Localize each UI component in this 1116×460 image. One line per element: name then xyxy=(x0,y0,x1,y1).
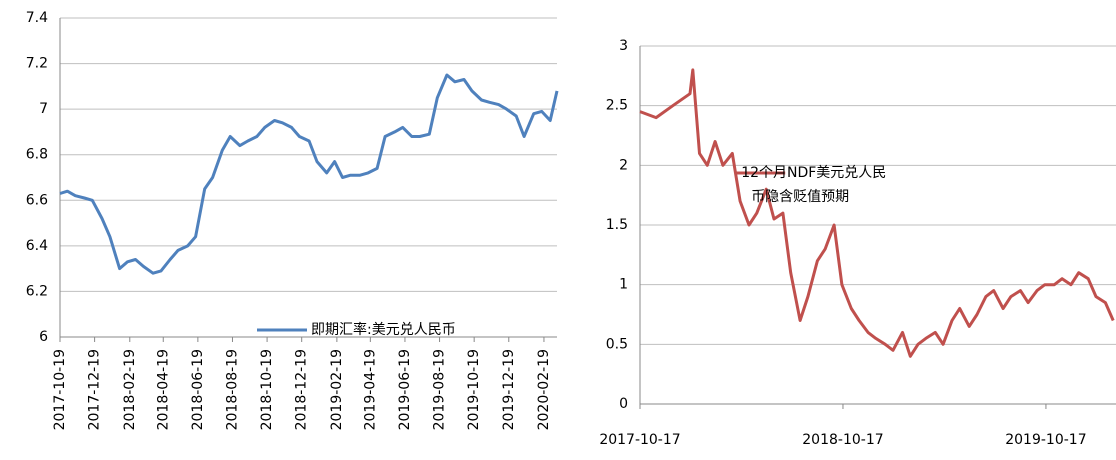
x-tick-label: 2018-08-19 xyxy=(224,349,240,430)
x-tick-label: 2018-02-19 xyxy=(122,349,138,430)
legend-line: 12个月NDF美元兑人民 xyxy=(741,165,886,181)
x-tick-label: 2019-04-19 xyxy=(362,349,378,430)
chart: 0 0.5 1 1.5 2 2.5 3 2017-10-17 2018-10-17 2019-10… xyxy=(599,38,1116,448)
y-tick-label: 7.2 xyxy=(26,56,48,72)
y-tick-label: 3 xyxy=(619,38,628,54)
x-tick-label: 2019-12-19 xyxy=(501,349,517,430)
y-tick-label: 7.4 xyxy=(26,10,48,26)
legend-label: 即期汇率:美元兑人民币 xyxy=(311,321,456,338)
x-tick-label: 2018-10-17 xyxy=(802,432,883,448)
y-tick-label: 6.8 xyxy=(26,147,48,163)
x-tick-label: 2018-06-19 xyxy=(190,349,206,430)
legend-label: 12个月NDF美元兑人民币隐含贬值预期 xyxy=(741,165,886,205)
line-series xyxy=(639,68,1115,358)
line-series xyxy=(59,73,559,275)
x-tick-label: 2017-10-17 xyxy=(599,432,680,448)
x-tick-label: 2018-04-19 xyxy=(155,349,171,430)
y-tick-label: 0.5 xyxy=(606,336,628,352)
chart: 6 6.2 6.4 6.6 6.8 7 7.2 7.4 2017-10-19 2017-12-19… xyxy=(26,10,559,430)
y-tick-label: 7 xyxy=(39,101,48,117)
legend-line: 币隐含贬值预期 xyxy=(751,189,849,205)
y-tick-label: 6.4 xyxy=(26,238,48,254)
y-tick-label: 1.5 xyxy=(606,217,628,233)
y-tick-label: 6 xyxy=(39,329,48,345)
x-tick-label: 2017-10-19 xyxy=(52,349,68,430)
y-tick-label: 2.5 xyxy=(606,98,628,114)
x-tick-label: 2019-10-17 xyxy=(1005,432,1086,448)
y-tick-label: 0 xyxy=(619,396,628,412)
x-tick-label: 2019-08-19 xyxy=(432,349,448,430)
x-tick-label: 2019-10-19 xyxy=(466,349,482,430)
y-tick-label: 6.6 xyxy=(26,192,48,208)
x-tick-label: 2018-10-19 xyxy=(259,349,275,430)
y-tick-label: 6.2 xyxy=(26,283,48,299)
x-tick-label: 2017-12-19 xyxy=(87,349,103,430)
x-tick-label: 2019-02-19 xyxy=(329,349,345,430)
x-tick-label: 2019-06-19 xyxy=(397,349,413,430)
y-tick-label: 2 xyxy=(619,157,628,173)
x-tick-label: 2018-12-19 xyxy=(294,349,310,430)
y-tick-label: 1 xyxy=(619,277,628,293)
x-tick-label: 2020-02-19 xyxy=(536,349,552,430)
